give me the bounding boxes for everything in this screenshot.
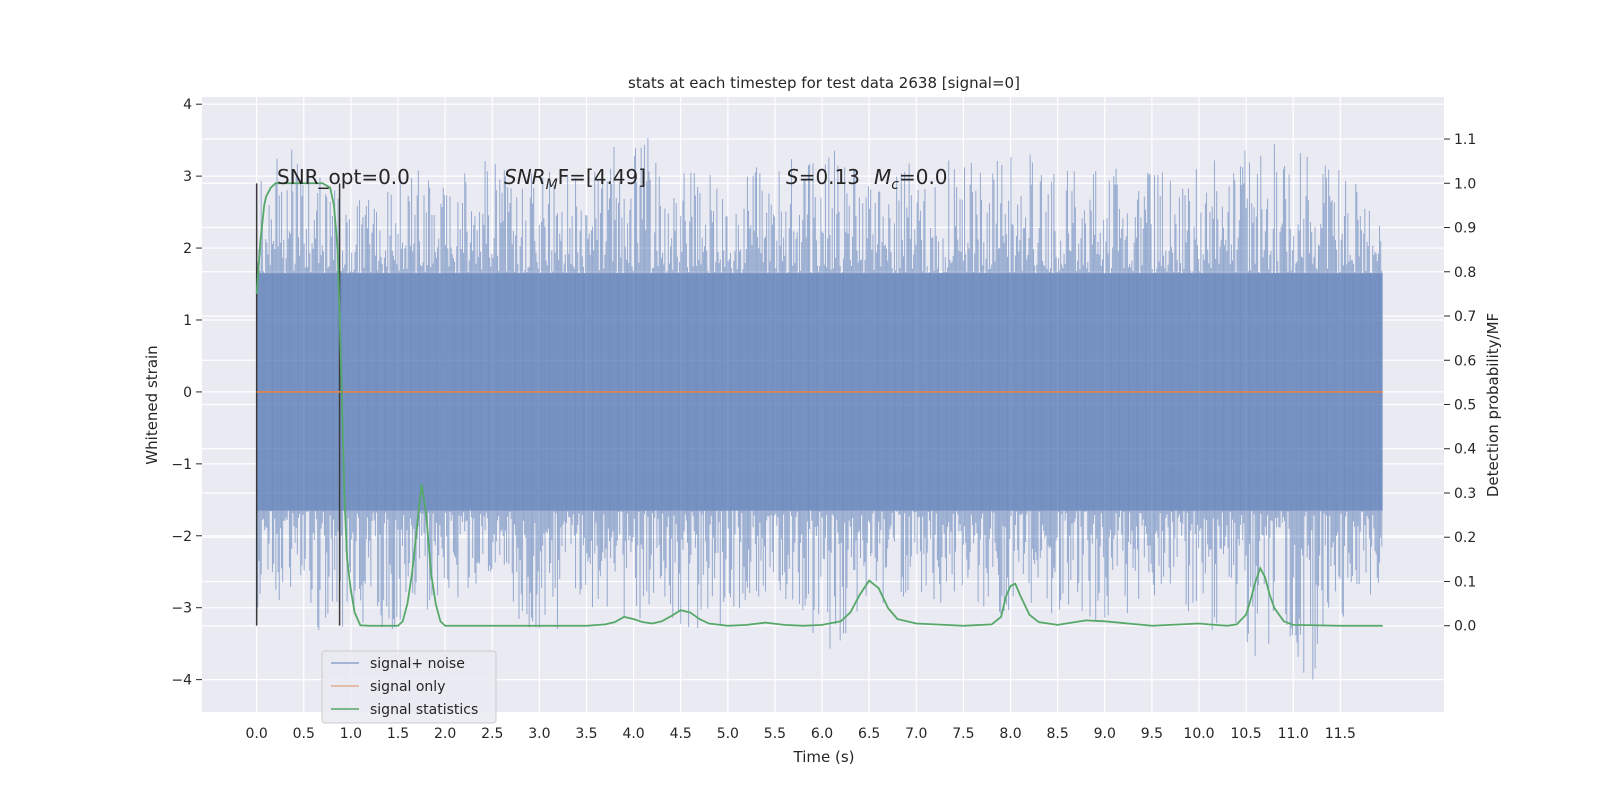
y-tick-label: −1 [171, 457, 192, 473]
x-tick-label: 11.5 [1325, 726, 1356, 742]
y2-tick-label: 1.1 [1454, 132, 1476, 148]
y-tick-label: 4 [183, 97, 192, 113]
annotation-snr-mf-subscript: M [546, 177, 558, 193]
x-tick-label: 2.5 [481, 726, 503, 742]
x-tick-label: 5.5 [764, 726, 786, 742]
y-tick-label: −4 [171, 673, 192, 689]
x-tick-label: 10.0 [1183, 726, 1214, 742]
x-tick-label: 7.5 [952, 726, 974, 742]
y-tick-label: −3 [171, 601, 192, 617]
x-tick-label: 6.0 [811, 726, 833, 742]
y2-tick-label: 0.5 [1454, 398, 1476, 414]
y-tick-label: −2 [171, 529, 192, 545]
x-tick-label: 9.0 [1094, 726, 1116, 742]
x-tick-label: 8.0 [999, 726, 1021, 742]
annotation-s: S=0.13 Mc=0.0 [786, 165, 948, 193]
marker-lines [255, 183, 341, 626]
x-tick-label: 0.5 [293, 726, 315, 742]
annotation-s-symbol: S [786, 165, 799, 189]
x-tick-label: 8.5 [1047, 726, 1069, 742]
annotation-mc-value: =0.0 [899, 165, 948, 189]
y2-tick-label: 0.6 [1454, 353, 1476, 369]
x-axis-label: Time (s) [793, 748, 855, 766]
y2-tick-label: 0.1 [1454, 574, 1476, 590]
x-tick-label: 3.0 [528, 726, 550, 742]
y2-tick-label: 0.2 [1454, 530, 1476, 546]
y-tick-label: 0 [183, 385, 192, 401]
x-tick-label: 1.0 [340, 726, 362, 742]
x-tick-label: 1.5 [387, 726, 409, 742]
y2-tick-label: 0.0 [1454, 619, 1476, 635]
y2-tick-label: 0.4 [1454, 442, 1476, 458]
x-tick-label: 9.5 [1141, 726, 1163, 742]
y2-tick-label: 0.7 [1454, 309, 1476, 325]
x-tick-label: 0.0 [246, 726, 268, 742]
annotation-snr-mf: SNRMF=[4.49] [504, 165, 646, 193]
series-line-1 [255, 182, 1383, 627]
y2-tick-label: 1.0 [1454, 176, 1476, 192]
y-tick-label: 1 [183, 313, 192, 329]
annotation-snr-opt: SNR_opt=0.0 [277, 165, 410, 189]
series-lines [255, 182, 1383, 627]
x-tick-label: 7.0 [905, 726, 927, 742]
legend-box [321, 650, 497, 724]
legend: signal+ noise signal only signal statist… [321, 650, 497, 724]
y2-tick-label: 0.8 [1454, 265, 1476, 281]
y2-axis-label: Detection probability/MF [1484, 313, 1502, 497]
x-tick-label: 6.5 [858, 726, 880, 742]
y-tick-labels: 4 3 2 1 0 −1 −2 −3 −4 [171, 97, 202, 689]
annotation-snr-mf-symbol: SNR [504, 165, 546, 189]
x-tick-label: 4.5 [670, 726, 692, 742]
x-tick-label: 5.0 [717, 726, 739, 742]
legend-label-noise: signal+ noise [370, 656, 465, 672]
x-tick-label: 11.0 [1278, 726, 1309, 742]
x-tick-label: 2.0 [434, 726, 456, 742]
annotation-s-value: =0.13 [799, 165, 860, 189]
y-tick-label: 2 [183, 241, 192, 257]
annotation-snr-mf-value: F=[4.49] [558, 165, 646, 189]
y-axis-label: Whitened strain [143, 345, 161, 464]
y2-tick-label: 0.3 [1454, 486, 1476, 502]
y-tick-label: 3 [183, 169, 192, 185]
chart-title: stats at each timestep for test data 263… [628, 74, 1020, 92]
annotation-mc-symbol: M [874, 165, 891, 189]
x-tick-label: 10.5 [1231, 726, 1262, 742]
annotation-mc-subscript: c [891, 177, 899, 193]
x-tick-label: 3.5 [575, 726, 597, 742]
y2-tick-labels: 0.0 0.1 0.2 0.3 0.4 0.5 0.6 0.7 0.8 0.9 1.0 1.1 [1444, 132, 1476, 635]
legend-label-signal: signal only [370, 679, 445, 695]
y2-tick-label: 0.9 [1454, 221, 1476, 237]
legend-label-statistics: signal statistics [370, 702, 478, 718]
x-tick-label: 4.0 [622, 726, 644, 742]
x-tick-labels: 0.0 0.5 1.0 1.5 2.0 2.5 3.0 3.5 4.0 4.5 5.0 5.5 6.0 6… [246, 726, 1356, 742]
